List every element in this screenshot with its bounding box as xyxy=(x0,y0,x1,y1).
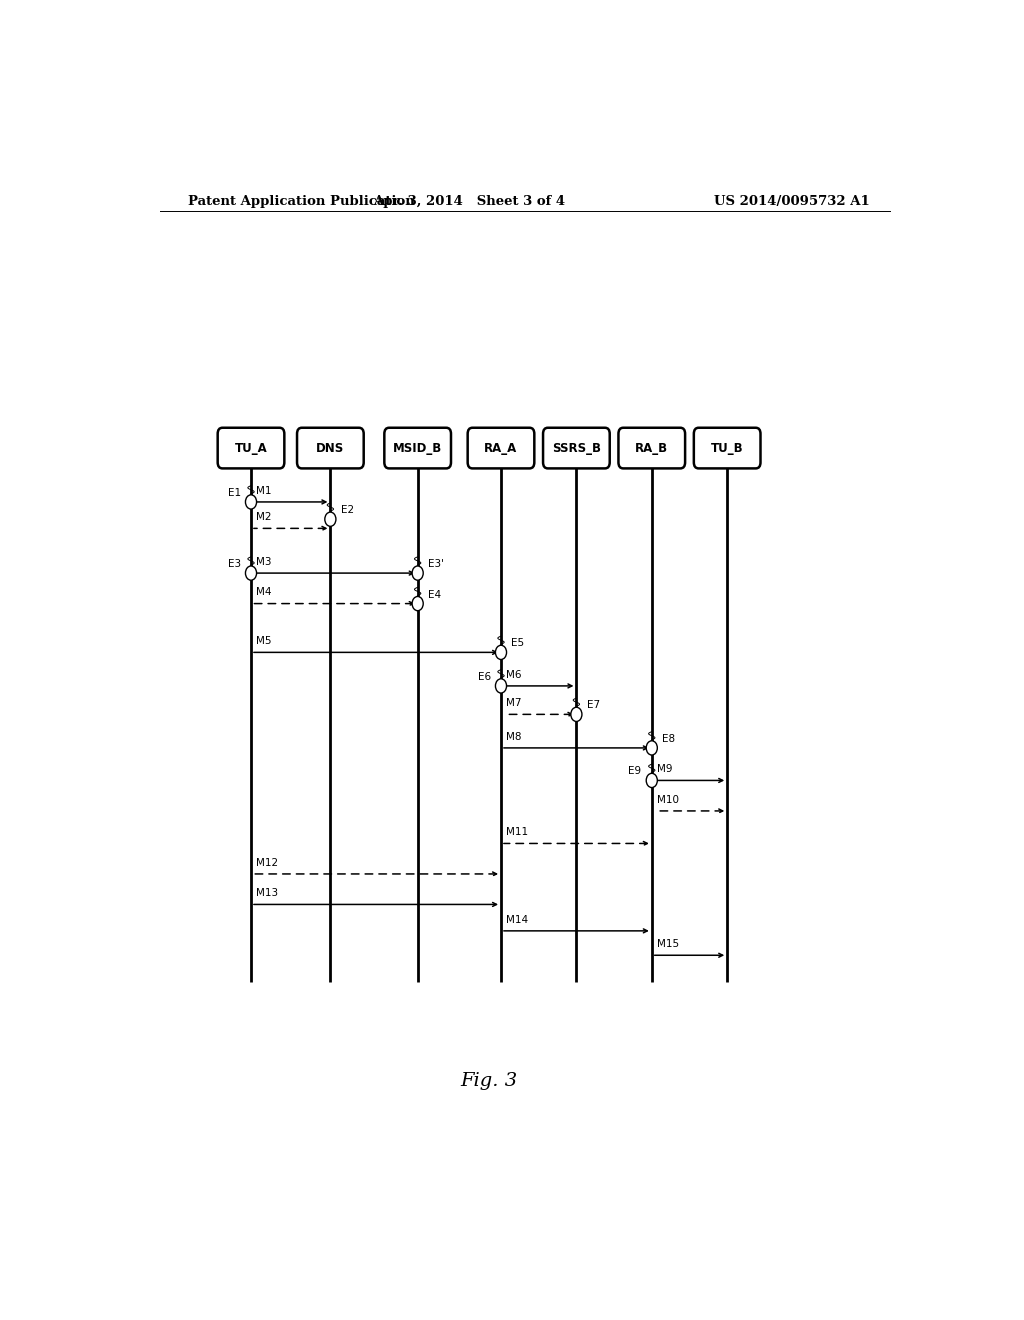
Text: E8: E8 xyxy=(663,734,675,744)
Text: M14: M14 xyxy=(506,915,528,925)
Circle shape xyxy=(646,774,657,788)
Text: Fig. 3: Fig. 3 xyxy=(461,1072,518,1090)
Circle shape xyxy=(246,495,257,510)
Text: M9: M9 xyxy=(656,764,672,775)
Text: M8: M8 xyxy=(506,731,521,742)
Text: E6: E6 xyxy=(477,672,490,682)
Text: DNS: DNS xyxy=(316,442,344,454)
Text: E4: E4 xyxy=(428,590,441,599)
Circle shape xyxy=(570,708,582,722)
Text: Apr. 3, 2014   Sheet 3 of 4: Apr. 3, 2014 Sheet 3 of 4 xyxy=(373,194,565,207)
Circle shape xyxy=(646,741,657,755)
Text: M4: M4 xyxy=(256,587,271,598)
Text: TU_B: TU_B xyxy=(711,442,743,454)
FancyBboxPatch shape xyxy=(468,428,535,469)
Text: E7: E7 xyxy=(587,701,600,710)
Text: RA_A: RA_A xyxy=(484,442,517,454)
Circle shape xyxy=(496,678,507,693)
FancyBboxPatch shape xyxy=(218,428,285,469)
Text: M3: M3 xyxy=(256,557,271,568)
Text: E3': E3' xyxy=(428,560,444,569)
Circle shape xyxy=(246,566,257,581)
Text: TU_A: TU_A xyxy=(234,442,267,454)
Text: MSID_B: MSID_B xyxy=(393,442,442,454)
Text: M12: M12 xyxy=(256,858,278,867)
Text: RA_B: RA_B xyxy=(635,442,669,454)
FancyBboxPatch shape xyxy=(543,428,609,469)
Circle shape xyxy=(412,597,423,611)
Text: E2: E2 xyxy=(341,506,354,515)
Text: E3: E3 xyxy=(227,560,241,569)
Text: E9: E9 xyxy=(629,767,641,776)
Text: M11: M11 xyxy=(506,828,528,837)
Circle shape xyxy=(412,566,423,581)
Text: Patent Application Publication: Patent Application Publication xyxy=(187,194,415,207)
Text: E5: E5 xyxy=(511,639,524,648)
FancyBboxPatch shape xyxy=(694,428,761,469)
Text: M15: M15 xyxy=(656,939,679,949)
Text: US 2014/0095732 A1: US 2014/0095732 A1 xyxy=(715,194,870,207)
Text: SSRS_B: SSRS_B xyxy=(552,442,601,454)
Circle shape xyxy=(496,645,507,660)
FancyBboxPatch shape xyxy=(618,428,685,469)
Text: M1: M1 xyxy=(256,486,271,496)
Circle shape xyxy=(325,512,336,527)
Text: E1: E1 xyxy=(227,488,241,498)
Text: M7: M7 xyxy=(506,698,521,709)
Text: M10: M10 xyxy=(656,795,679,805)
Text: M5: M5 xyxy=(256,636,271,647)
Text: M13: M13 xyxy=(256,888,278,899)
Text: M2: M2 xyxy=(256,512,271,523)
FancyBboxPatch shape xyxy=(384,428,451,469)
FancyBboxPatch shape xyxy=(297,428,364,469)
Text: M6: M6 xyxy=(506,669,521,680)
